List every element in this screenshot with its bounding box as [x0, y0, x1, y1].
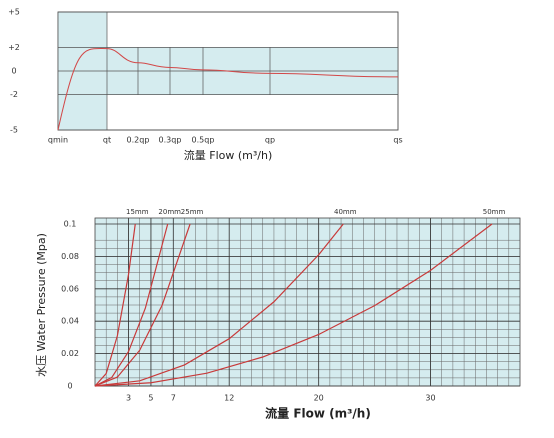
error-curve [57, 48, 399, 131]
y-tick-label: 0.06 [61, 284, 79, 293]
y-tick-label: 0.02 [61, 349, 79, 358]
pressure-curve [94, 223, 344, 387]
y-tick-label: +5 [8, 8, 20, 17]
x-tick-label: qt [103, 136, 111, 145]
y-tick-label: 0.1 [64, 220, 77, 229]
x-axis-title: 流量 Flow (m³/h) [265, 406, 371, 421]
curve-label: 15mm [126, 208, 149, 216]
x-axis-title: 流量 Flow (m³/h) [184, 148, 273, 162]
frame [94, 217, 521, 387]
y-tick-label: 0 [11, 67, 16, 76]
x-tick-label: 30 [425, 394, 435, 403]
y-tick-label: 0.04 [61, 317, 79, 326]
y-tick-label: -2 [10, 90, 18, 99]
x-tick-label: qp [265, 136, 275, 145]
curve-label: 40mm [334, 208, 357, 216]
pressure-curve [94, 223, 191, 387]
y-tick-label: -5 [10, 126, 18, 135]
y-tick-label: +2 [8, 43, 20, 52]
pressure-curve [94, 223, 136, 387]
y-axis-title: 水压 Water Pressure (Mpa) [35, 233, 48, 377]
pressure-curve [94, 223, 169, 387]
curve-label: 50mm [483, 208, 506, 216]
x-tick-label: 0.3qp [159, 136, 182, 145]
x-tick-label: 0.2qp [127, 136, 150, 145]
x-tick-label: 0.5qp [192, 136, 215, 145]
curve-label: 20mm [158, 208, 181, 216]
curve-label: 25mm [181, 208, 204, 216]
x-tick-label: 5 [148, 394, 153, 403]
x-tick-label: qmin [48, 136, 68, 145]
x-tick-label: qs [393, 136, 402, 145]
x-tick-label: 12 [224, 394, 234, 403]
x-tick-label: 3 [126, 394, 131, 403]
y-tick-label: 0 [67, 382, 72, 391]
x-tick-label: 20 [314, 394, 324, 403]
pressure-curve [94, 223, 493, 387]
y-tick-label: 0.08 [61, 252, 79, 261]
x-tick-label: 7 [171, 394, 176, 403]
